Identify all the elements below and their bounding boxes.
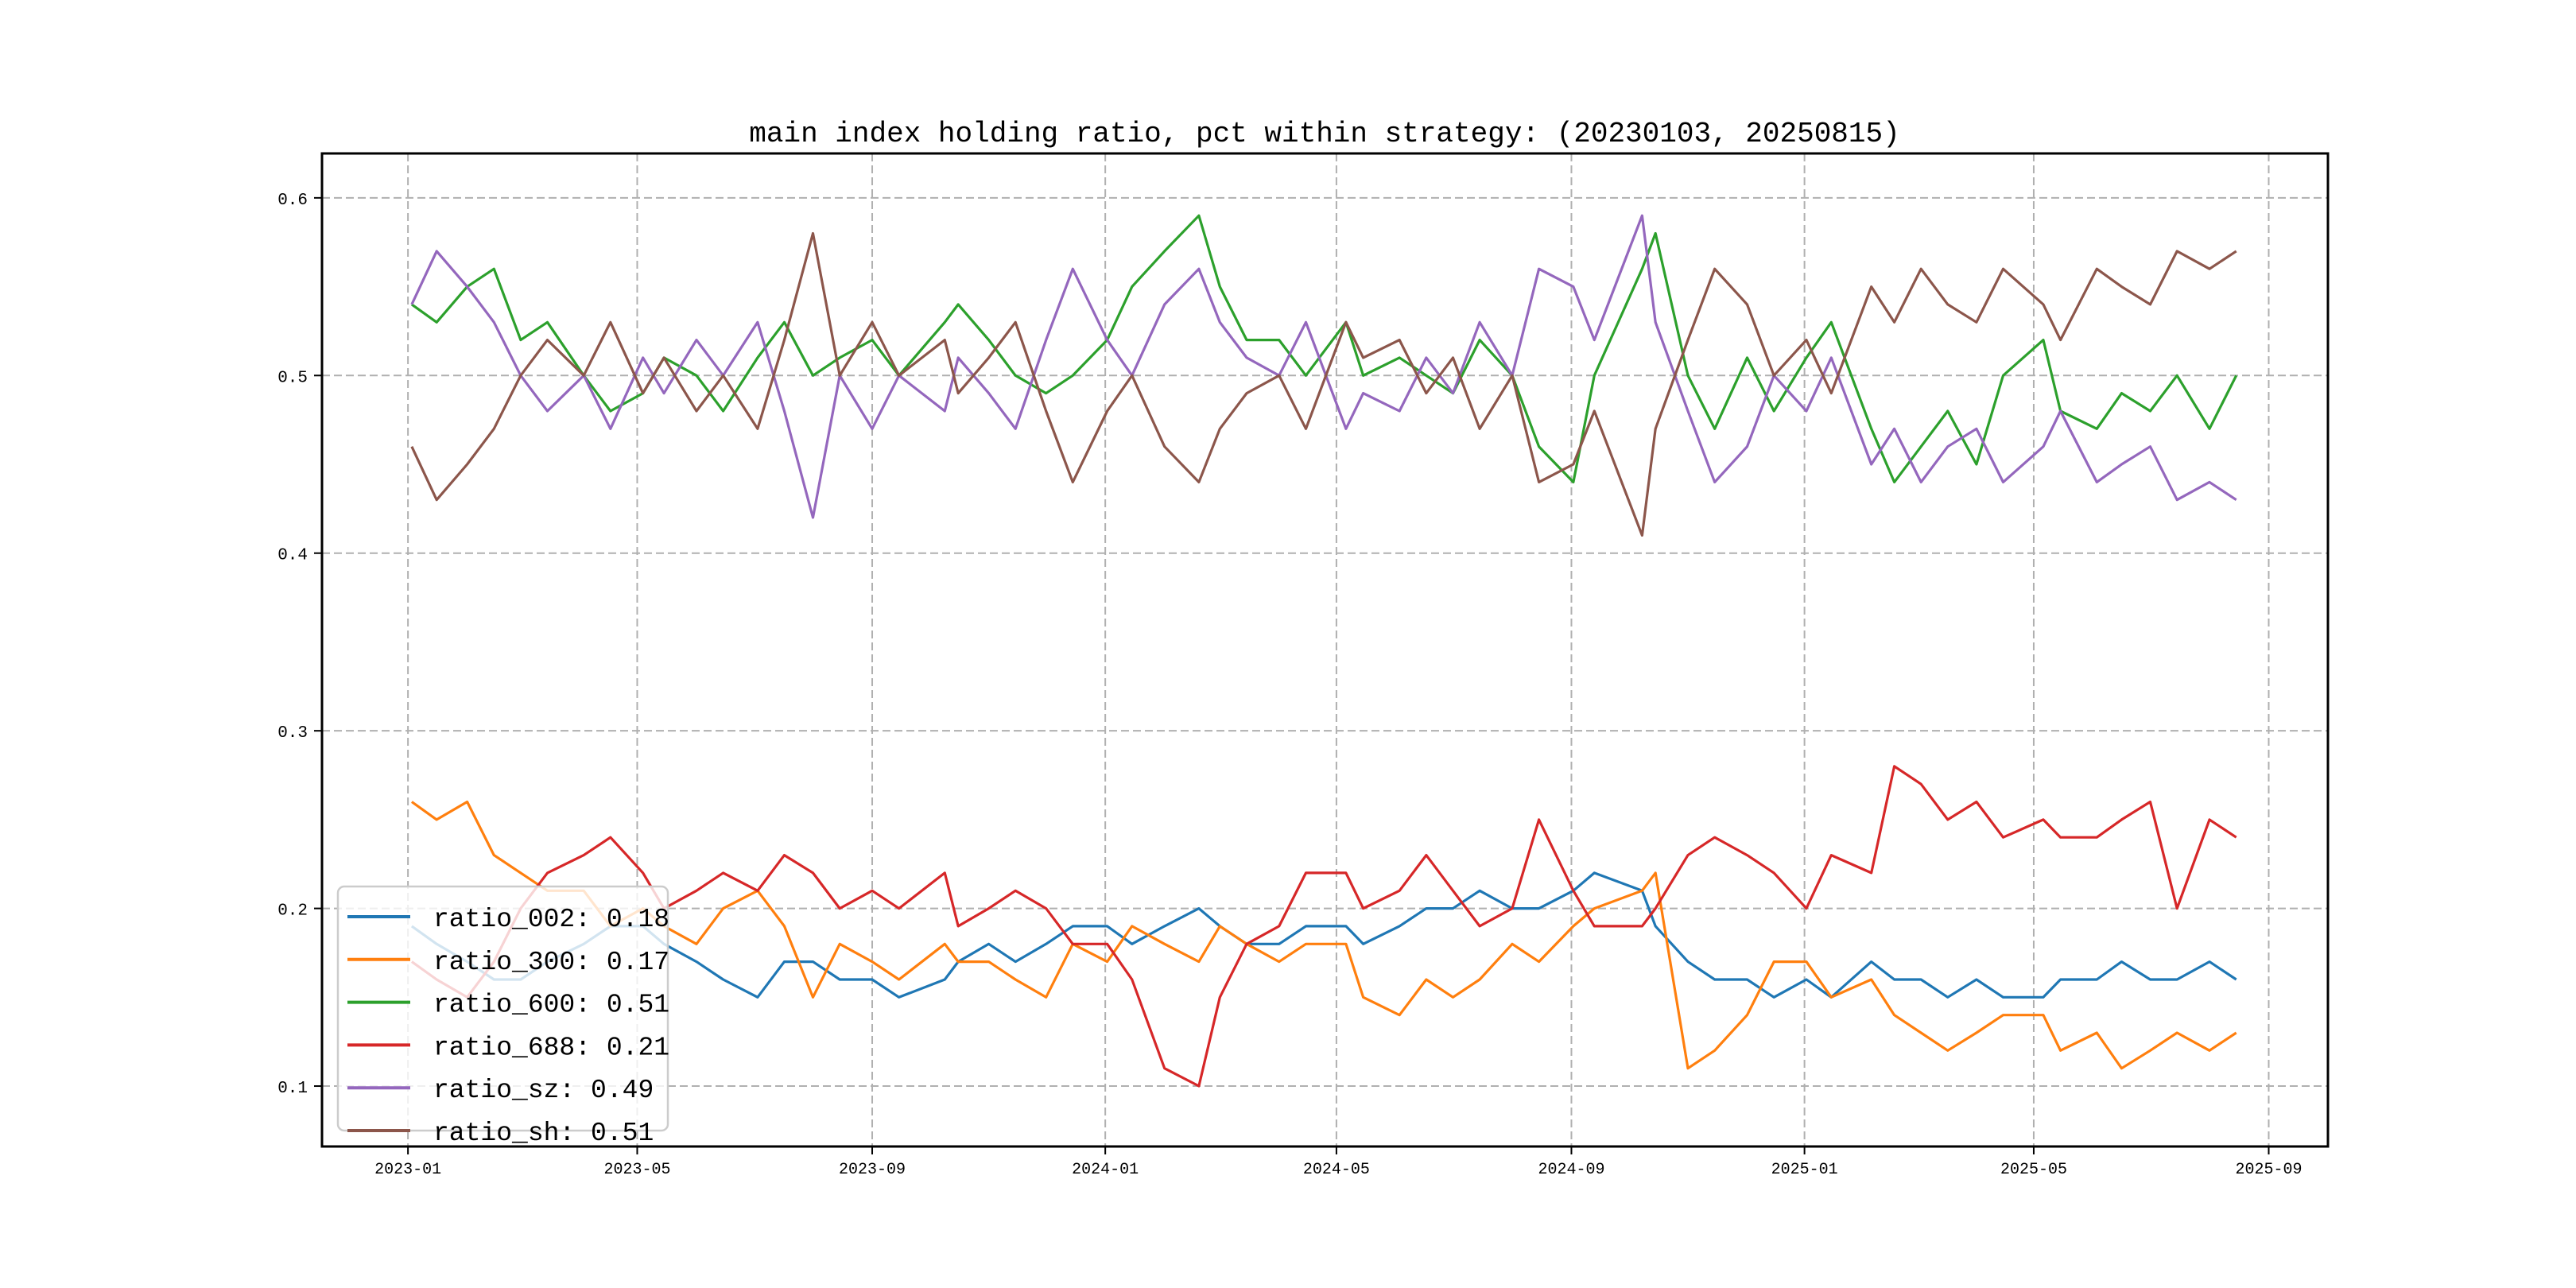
x-tick-label: 2023-05	[603, 1161, 670, 1179]
legend-label: ratio_sz: 0.49	[433, 1076, 654, 1105]
chart-title: main index holding ratio, pct within str…	[749, 118, 1899, 150]
y-tick-label: 0.4	[277, 547, 308, 565]
x-tick-label: 2025-09	[2236, 1161, 2302, 1179]
series-line-ratio-sh	[410, 231, 2237, 537]
series-line-ratio-300	[410, 800, 2237, 1070]
legend-label: ratio_600: 0.51	[433, 991, 669, 1020]
series-lines	[410, 214, 2238, 1088]
legend-item: ratio_300: 0.17	[347, 948, 669, 977]
y-axis: 0.1 0.2 0.3 0.4 0.5 0.6	[277, 192, 322, 1098]
x-tick-label: 2024-05	[1303, 1161, 1370, 1179]
legend-label: ratio_300: 0.17	[433, 948, 669, 977]
series-line-ratio-688	[410, 765, 2237, 1088]
legend-label: ratio_sh: 0.51	[433, 1119, 654, 1148]
x-tick-label: 2024-09	[1538, 1161, 1604, 1179]
x-tick-label: 2023-09	[839, 1161, 906, 1179]
series-line-ratio-002	[410, 871, 2237, 999]
x-tick-label: 2025-01	[1771, 1161, 1838, 1179]
y-tick-label: 0.5	[277, 369, 308, 387]
y-tick-label: 0.3	[277, 724, 308, 743]
x-tick-label: 2024-01	[1072, 1161, 1139, 1179]
y-tick-label: 0.2	[277, 902, 308, 921]
legend-item: ratio_002: 0.18	[347, 905, 669, 934]
x-tick-label: 2025-05	[2000, 1161, 2067, 1179]
legend-label: ratio_002: 0.18	[433, 905, 669, 934]
legend-item: ratio_688: 0.21	[347, 1033, 669, 1062]
legend: ratio_002: 0.18 ratio_300: 0.17 ratio_600:…	[336, 885, 669, 1148]
legend-item: ratio_600: 0.51	[347, 991, 669, 1020]
legend-item: ratio_sh: 0.51	[347, 1119, 654, 1148]
y-tick-label: 0.6	[277, 192, 308, 210]
x-axis: 2023-01 2023-05 2023-09 2024-01 2024-05 2024-…	[374, 1146, 2302, 1179]
axes-frame	[320, 152, 2330, 1148]
legend-box	[336, 885, 669, 1132]
x-tick-label: 2023-01	[374, 1161, 441, 1179]
legend-label: ratio_688: 0.21	[433, 1033, 669, 1062]
y-tick-label: 0.1	[277, 1080, 308, 1098]
legend-item: ratio_sz: 0.49	[347, 1076, 654, 1105]
